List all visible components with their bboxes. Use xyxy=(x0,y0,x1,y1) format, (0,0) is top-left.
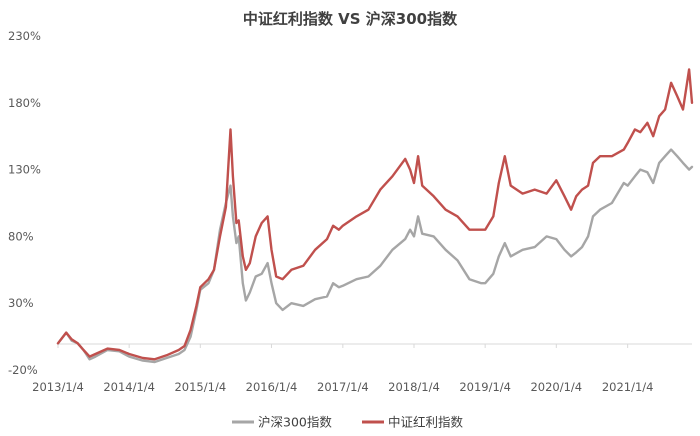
x-tick-label: 2013/1/4 xyxy=(32,380,84,394)
series-line-hs300 xyxy=(56,148,694,364)
x-tick-label: 2019/1/4 xyxy=(459,380,511,394)
y-tick-label: -20% xyxy=(8,363,38,377)
series-layer xyxy=(56,68,694,364)
y-tick-label: 30% xyxy=(8,296,34,310)
y-tick-label: 230% xyxy=(8,29,41,43)
x-tick-label: 2021/1/4 xyxy=(602,380,654,394)
x-tick-label: 2015/1/4 xyxy=(174,380,226,394)
chart-title: 中证红利指数 VS 沪深300指数 xyxy=(242,10,458,28)
legend-label: 中证红利指数 xyxy=(388,415,464,430)
y-axis-ticks: -20% 30% 80% 130% 180% 230% xyxy=(8,29,41,377)
x-tick-label: 2020/1/4 xyxy=(530,380,582,394)
x-tick-label: 2014/1/4 xyxy=(103,380,155,394)
y-tick-label: 180% xyxy=(8,96,41,110)
legend-label: 沪深300指数 xyxy=(258,415,332,430)
x-tick-label: 2017/1/4 xyxy=(317,380,369,394)
legend: 沪深300指数 中证红利指数 xyxy=(232,415,464,430)
x-tick-label: 2018/1/4 xyxy=(388,380,440,394)
x-axis-ticks: 2013/1/4 2014/1/4 2015/1/4 2016/1/4 2017/1/4… xyxy=(32,344,653,394)
y-tick-label: 130% xyxy=(8,163,41,177)
x-tick-label: 2016/1/4 xyxy=(246,380,298,394)
y-tick-label: 80% xyxy=(8,229,34,243)
series-line-dividend xyxy=(56,68,694,361)
